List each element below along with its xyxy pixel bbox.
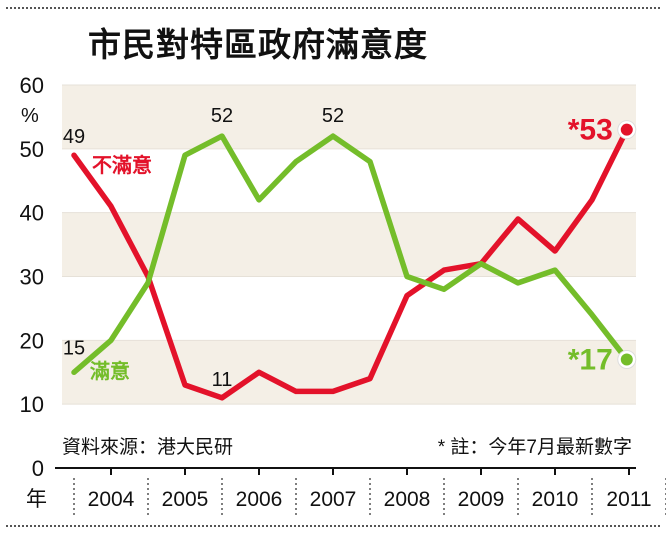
- source-note: 資料來源：港大民研: [62, 436, 233, 458]
- series-label-satisfied: 滿意: [90, 359, 130, 383]
- x-tick-label: 2011: [606, 488, 651, 511]
- y-tick-label: 30: [20, 265, 44, 290]
- x-tick-label: 2007: [310, 488, 357, 511]
- data-label: 15: [63, 337, 85, 359]
- chart-title: 市民對特區政府滿意度: [88, 25, 428, 64]
- x-axis-label: 年: [26, 488, 47, 511]
- x-tick-label: 2004: [88, 488, 135, 511]
- series-line-dissatisfied: [71, 126, 630, 401]
- footnote: * 註：今年7月最新數字: [438, 436, 632, 458]
- latest-value-label: *17: [568, 343, 613, 376]
- x-tick-label: 2006: [236, 488, 283, 511]
- data-label: 11: [212, 369, 233, 391]
- grid-band: [62, 85, 636, 149]
- y-tick-label: 0: [32, 456, 44, 481]
- data-label: 52: [211, 105, 233, 127]
- y-tick-label: 10: [20, 392, 44, 417]
- top-dotted-rule: [6, 7, 660, 9]
- x-tick-label: 2010: [532, 488, 579, 511]
- latest-marker: [620, 123, 633, 136]
- y-tick-label: 40: [20, 201, 44, 226]
- data-label: 49: [63, 126, 85, 148]
- y-unit-label: %: [21, 105, 39, 127]
- y-tick-label: 60: [20, 73, 44, 98]
- x-tick-label: 2008: [384, 488, 431, 511]
- grid-band: [62, 340, 636, 405]
- series-label-dissatisfied: 不滿意: [92, 153, 152, 177]
- latest-marker: [620, 353, 633, 366]
- x-tick-label: 2005: [162, 488, 209, 511]
- series-line-satisfied: [71, 133, 630, 376]
- data-label: 52: [322, 105, 344, 127]
- latest-value-label: *53: [568, 114, 613, 147]
- bottom-dotted-rule: [6, 525, 660, 527]
- x-tick-label: 2009: [458, 488, 505, 511]
- y-tick-label: 20: [20, 328, 44, 353]
- y-tick-label: 50: [20, 137, 44, 162]
